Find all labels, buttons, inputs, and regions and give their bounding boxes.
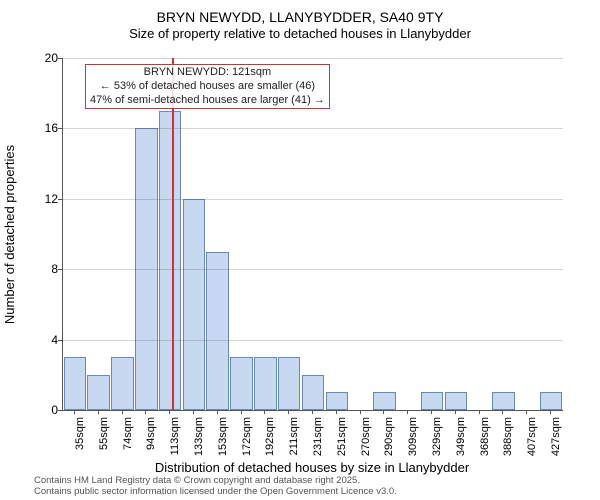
y-tick-mark [58, 340, 62, 341]
histogram-bar [326, 392, 349, 410]
histogram-bar [230, 357, 253, 410]
gridline [63, 128, 563, 129]
histogram-bar [254, 357, 277, 410]
x-tick-mark [288, 410, 289, 414]
plot-area: BRYN NEWYDD: 121sqm← 53% of detached hou… [62, 58, 563, 411]
x-tick-mark [407, 410, 408, 414]
y-tick-label: 4 [28, 333, 58, 347]
x-tick-label: 74sqm [122, 417, 134, 450]
histogram-bar [445, 392, 468, 410]
chart-title: BRYN NEWYDD, LLANYBYDDER, SA40 9TY [0, 0, 600, 26]
bars-group [63, 58, 563, 410]
histogram-bar [87, 375, 110, 410]
x-tick-label: 172sqm [241, 417, 253, 456]
x-tick-mark [526, 410, 527, 414]
footer-attribution: Contains HM Land Registry data © Crown c… [34, 476, 397, 498]
footer-line-2: Contains public sector information licen… [34, 487, 397, 498]
x-tick-mark [193, 410, 194, 414]
y-tick-label: 16 [28, 121, 58, 135]
gridline [63, 199, 563, 200]
x-tick-label: 211sqm [288, 417, 300, 455]
histogram-bar [373, 392, 396, 410]
histogram-bar [159, 111, 182, 410]
gridline [63, 340, 563, 341]
x-tick-label: 55sqm [98, 417, 110, 450]
x-tick-mark [241, 410, 242, 414]
histogram-bar [206, 252, 229, 410]
y-tick-label: 20 [28, 51, 58, 65]
y-tick-mark [58, 410, 62, 411]
x-tick-label: 251sqm [336, 417, 348, 456]
histogram-bar [64, 357, 87, 410]
x-tick-label: 388sqm [502, 417, 514, 456]
x-tick-mark [169, 410, 170, 414]
histogram-bar [302, 375, 325, 410]
y-tick-label: 12 [28, 192, 58, 206]
x-tick-label: 349sqm [455, 417, 467, 456]
y-tick-mark [58, 199, 62, 200]
x-tick-mark [74, 410, 75, 414]
histogram-bar [183, 199, 206, 410]
x-tick-mark [455, 410, 456, 414]
gridline [63, 269, 563, 270]
x-tick-mark [145, 410, 146, 414]
x-tick-label: 153sqm [217, 417, 229, 456]
x-tick-label: 231sqm [312, 417, 324, 456]
callout-line: 47% of semi-detached houses are larger (… [90, 94, 325, 108]
x-tick-label: 290sqm [383, 417, 395, 456]
x-tick-mark [122, 410, 123, 414]
x-tick-label: 329sqm [431, 417, 443, 456]
x-tick-label: 407sqm [526, 417, 538, 456]
x-tick-label: 427sqm [550, 417, 562, 456]
histogram-bar [421, 392, 444, 410]
x-tick-label: 113sqm [169, 417, 181, 455]
x-tick-label: 35sqm [74, 417, 86, 450]
x-tick-mark [383, 410, 384, 414]
y-tick-label: 8 [28, 262, 58, 276]
chart-container: BRYN NEWYDD, LLANYBYDDER, SA40 9TY Size … [0, 0, 600, 500]
x-tick-mark [264, 410, 265, 414]
y-tick-mark [58, 269, 62, 270]
y-tick-mark [58, 128, 62, 129]
histogram-bar [111, 357, 134, 410]
histogram-bar [540, 392, 563, 410]
reference-line [172, 58, 174, 410]
histogram-bar [278, 357, 301, 410]
y-axis-label: Number of detached properties [2, 58, 18, 410]
x-tick-label: 133sqm [193, 417, 205, 456]
x-tick-mark [312, 410, 313, 414]
reference-callout: BRYN NEWYDD: 121sqm← 53% of detached hou… [85, 64, 330, 109]
gridline [63, 58, 563, 59]
x-tick-label: 192sqm [264, 417, 276, 456]
x-tick-mark [336, 410, 337, 414]
x-tick-label: 94sqm [145, 417, 157, 450]
callout-line: BRYN NEWYDD: 121sqm [90, 66, 325, 80]
x-tick-label: 368sqm [479, 417, 491, 456]
callout-line: ← 53% of detached houses are smaller (46… [90, 80, 325, 94]
x-tick-mark [550, 410, 551, 414]
x-tick-label: 270sqm [360, 417, 372, 456]
x-tick-label: 309sqm [407, 417, 419, 456]
x-tick-mark [360, 410, 361, 414]
x-tick-mark [502, 410, 503, 414]
y-tick-label: 0 [28, 403, 58, 417]
chart-subtitle: Size of property relative to detached ho… [0, 26, 600, 41]
x-tick-mark [98, 410, 99, 414]
x-tick-mark [217, 410, 218, 414]
y-tick-mark [58, 58, 62, 59]
x-tick-mark [431, 410, 432, 414]
histogram-bar [492, 392, 515, 410]
x-tick-mark [479, 410, 480, 414]
x-axis-label: Distribution of detached houses by size … [62, 460, 562, 475]
